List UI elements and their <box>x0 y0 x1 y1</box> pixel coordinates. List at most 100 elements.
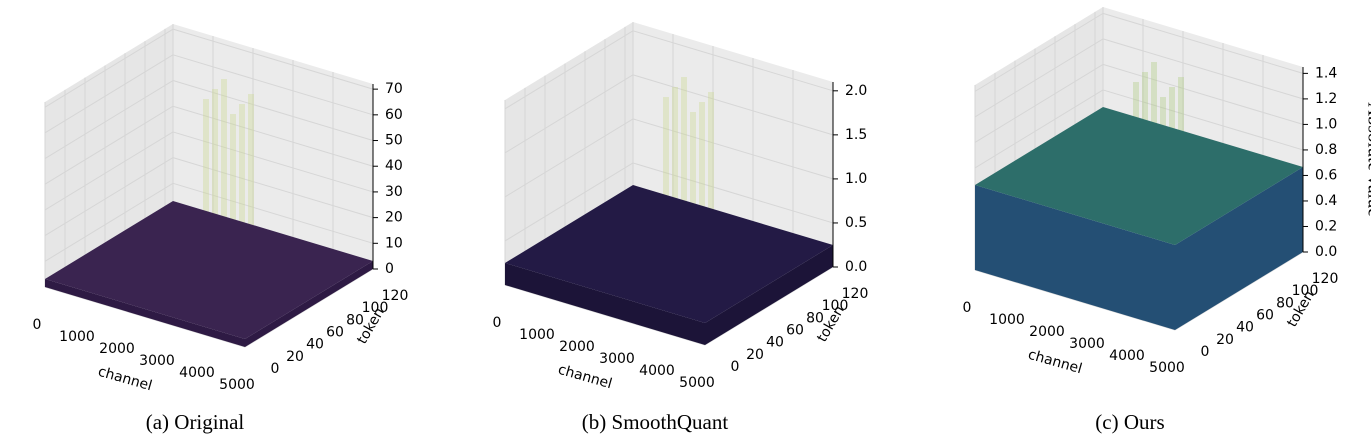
surface-spike <box>672 87 678 222</box>
y-tick-label: 0 <box>731 359 740 375</box>
caption: (c) Ours <box>1095 410 1164 434</box>
z-tick-label: 2.0 <box>845 83 867 99</box>
surface-spike <box>708 92 714 242</box>
x-tick-label: 4000 <box>1109 348 1145 364</box>
grid-line <box>1102 63 1304 125</box>
surface-spike <box>212 89 218 224</box>
y-tick-label: 120 <box>382 288 409 304</box>
x-tick-label: 4000 <box>639 363 675 379</box>
surface-spike <box>239 104 245 239</box>
x-tick-label: 4000 <box>179 365 215 381</box>
surface-right <box>705 245 833 345</box>
x-tick-label: 2000 <box>1029 324 1065 340</box>
surface-top <box>975 107 1303 245</box>
z-tick-label: 0.0 <box>1315 244 1337 260</box>
y-tick-label: 60 <box>326 324 344 340</box>
y-tick-label: 80 <box>806 310 824 326</box>
x-tick-label: 1000 <box>989 312 1025 328</box>
y-tick-label: 20 <box>1216 332 1234 348</box>
x-tick-label: 5000 <box>679 375 715 391</box>
grid-line <box>1102 38 1304 100</box>
grid-line <box>974 38 1104 118</box>
y-tick-label: 80 <box>1276 295 1294 311</box>
surface-right <box>245 261 373 347</box>
grid-line <box>44 182 174 262</box>
z-tick-label: 1.0 <box>1315 116 1337 132</box>
grid-line <box>44 54 174 134</box>
x-tick-label: 1000 <box>59 329 95 345</box>
grid-line <box>504 162 634 242</box>
z-tick-label: 50 <box>385 133 403 149</box>
z-tick-label: 30 <box>385 184 403 200</box>
surface-spike <box>690 112 696 232</box>
x-tick-label: 0 <box>493 315 502 331</box>
grid-line <box>504 118 634 198</box>
grid-line <box>632 162 834 224</box>
y-tick-label: 0 <box>1201 344 1210 360</box>
z-tick-label: 0 <box>385 261 394 277</box>
surface-front <box>975 185 1175 330</box>
surface-spike <box>663 97 669 217</box>
z-tick-label: 70 <box>385 81 403 97</box>
caption: (a) Original <box>146 410 245 434</box>
grid-line <box>1102 89 1304 151</box>
surface-front <box>505 263 705 345</box>
z-tick-label: 0.4 <box>1315 193 1337 209</box>
surface-front <box>45 279 245 347</box>
x-tick-label: 0 <box>963 300 972 316</box>
z-tick-label: 0.6 <box>1315 167 1337 183</box>
y-tick-label: 20 <box>746 347 764 363</box>
grid-line <box>504 74 634 154</box>
grid-line <box>172 131 374 193</box>
grid-line <box>172 80 374 142</box>
x-tick-label: 3000 <box>139 353 175 369</box>
grid-line <box>504 30 634 110</box>
x-tick-label: 3000 <box>599 351 635 367</box>
y-tick-label: 0 <box>271 361 280 377</box>
grid-line <box>172 105 374 167</box>
surface-spike <box>699 102 705 237</box>
surface-right <box>1175 167 1303 330</box>
z-axis-label: Absolute value <box>1364 102 1371 217</box>
z-tick-label: 1.2 <box>1315 91 1337 107</box>
y-tick-label: 60 <box>1256 307 1274 323</box>
z-tick-label: 0.0 <box>845 259 867 275</box>
x-tick-label: 2000 <box>99 341 135 357</box>
y-tick-label: 120 <box>1312 271 1339 287</box>
y-tick-label: 40 <box>306 337 324 353</box>
grid-line <box>974 89 1104 169</box>
y-tick-label: 100 <box>362 300 389 316</box>
z-tick-label: 60 <box>385 107 403 123</box>
surface-spike <box>248 94 254 244</box>
z-tick-label: 0.2 <box>1315 218 1337 234</box>
surface-spike <box>221 79 227 229</box>
grid-line <box>632 30 834 92</box>
y-tick-label: 40 <box>766 335 784 351</box>
grid-line <box>974 12 1104 92</box>
caption: (b) SmoothQuant <box>582 410 729 434</box>
grid-line <box>44 105 174 185</box>
z-tick-label: 10 <box>385 235 403 251</box>
grid-line <box>172 182 374 244</box>
z-tick-label: 1.4 <box>1315 65 1337 81</box>
x-tick-label: 5000 <box>1149 360 1185 376</box>
y-tick-label: 120 <box>842 286 869 302</box>
x-tick-label: 5000 <box>219 377 255 393</box>
grid-line <box>632 118 834 180</box>
grid-line <box>44 131 174 211</box>
grid-line <box>172 28 374 90</box>
grid-line <box>44 28 174 108</box>
grid-line <box>632 74 834 136</box>
surface-top <box>505 185 833 323</box>
surface-top <box>45 201 373 339</box>
y-tick-label: 80 <box>346 312 364 328</box>
grid-line <box>172 54 374 116</box>
grid-line <box>44 80 174 159</box>
y-tick-label: 100 <box>1292 283 1319 299</box>
back-pane <box>173 24 373 269</box>
surface-spike <box>230 114 236 234</box>
surface-spike <box>203 99 209 219</box>
grid-line <box>974 63 1104 143</box>
y-tick-label: 60 <box>786 322 804 338</box>
